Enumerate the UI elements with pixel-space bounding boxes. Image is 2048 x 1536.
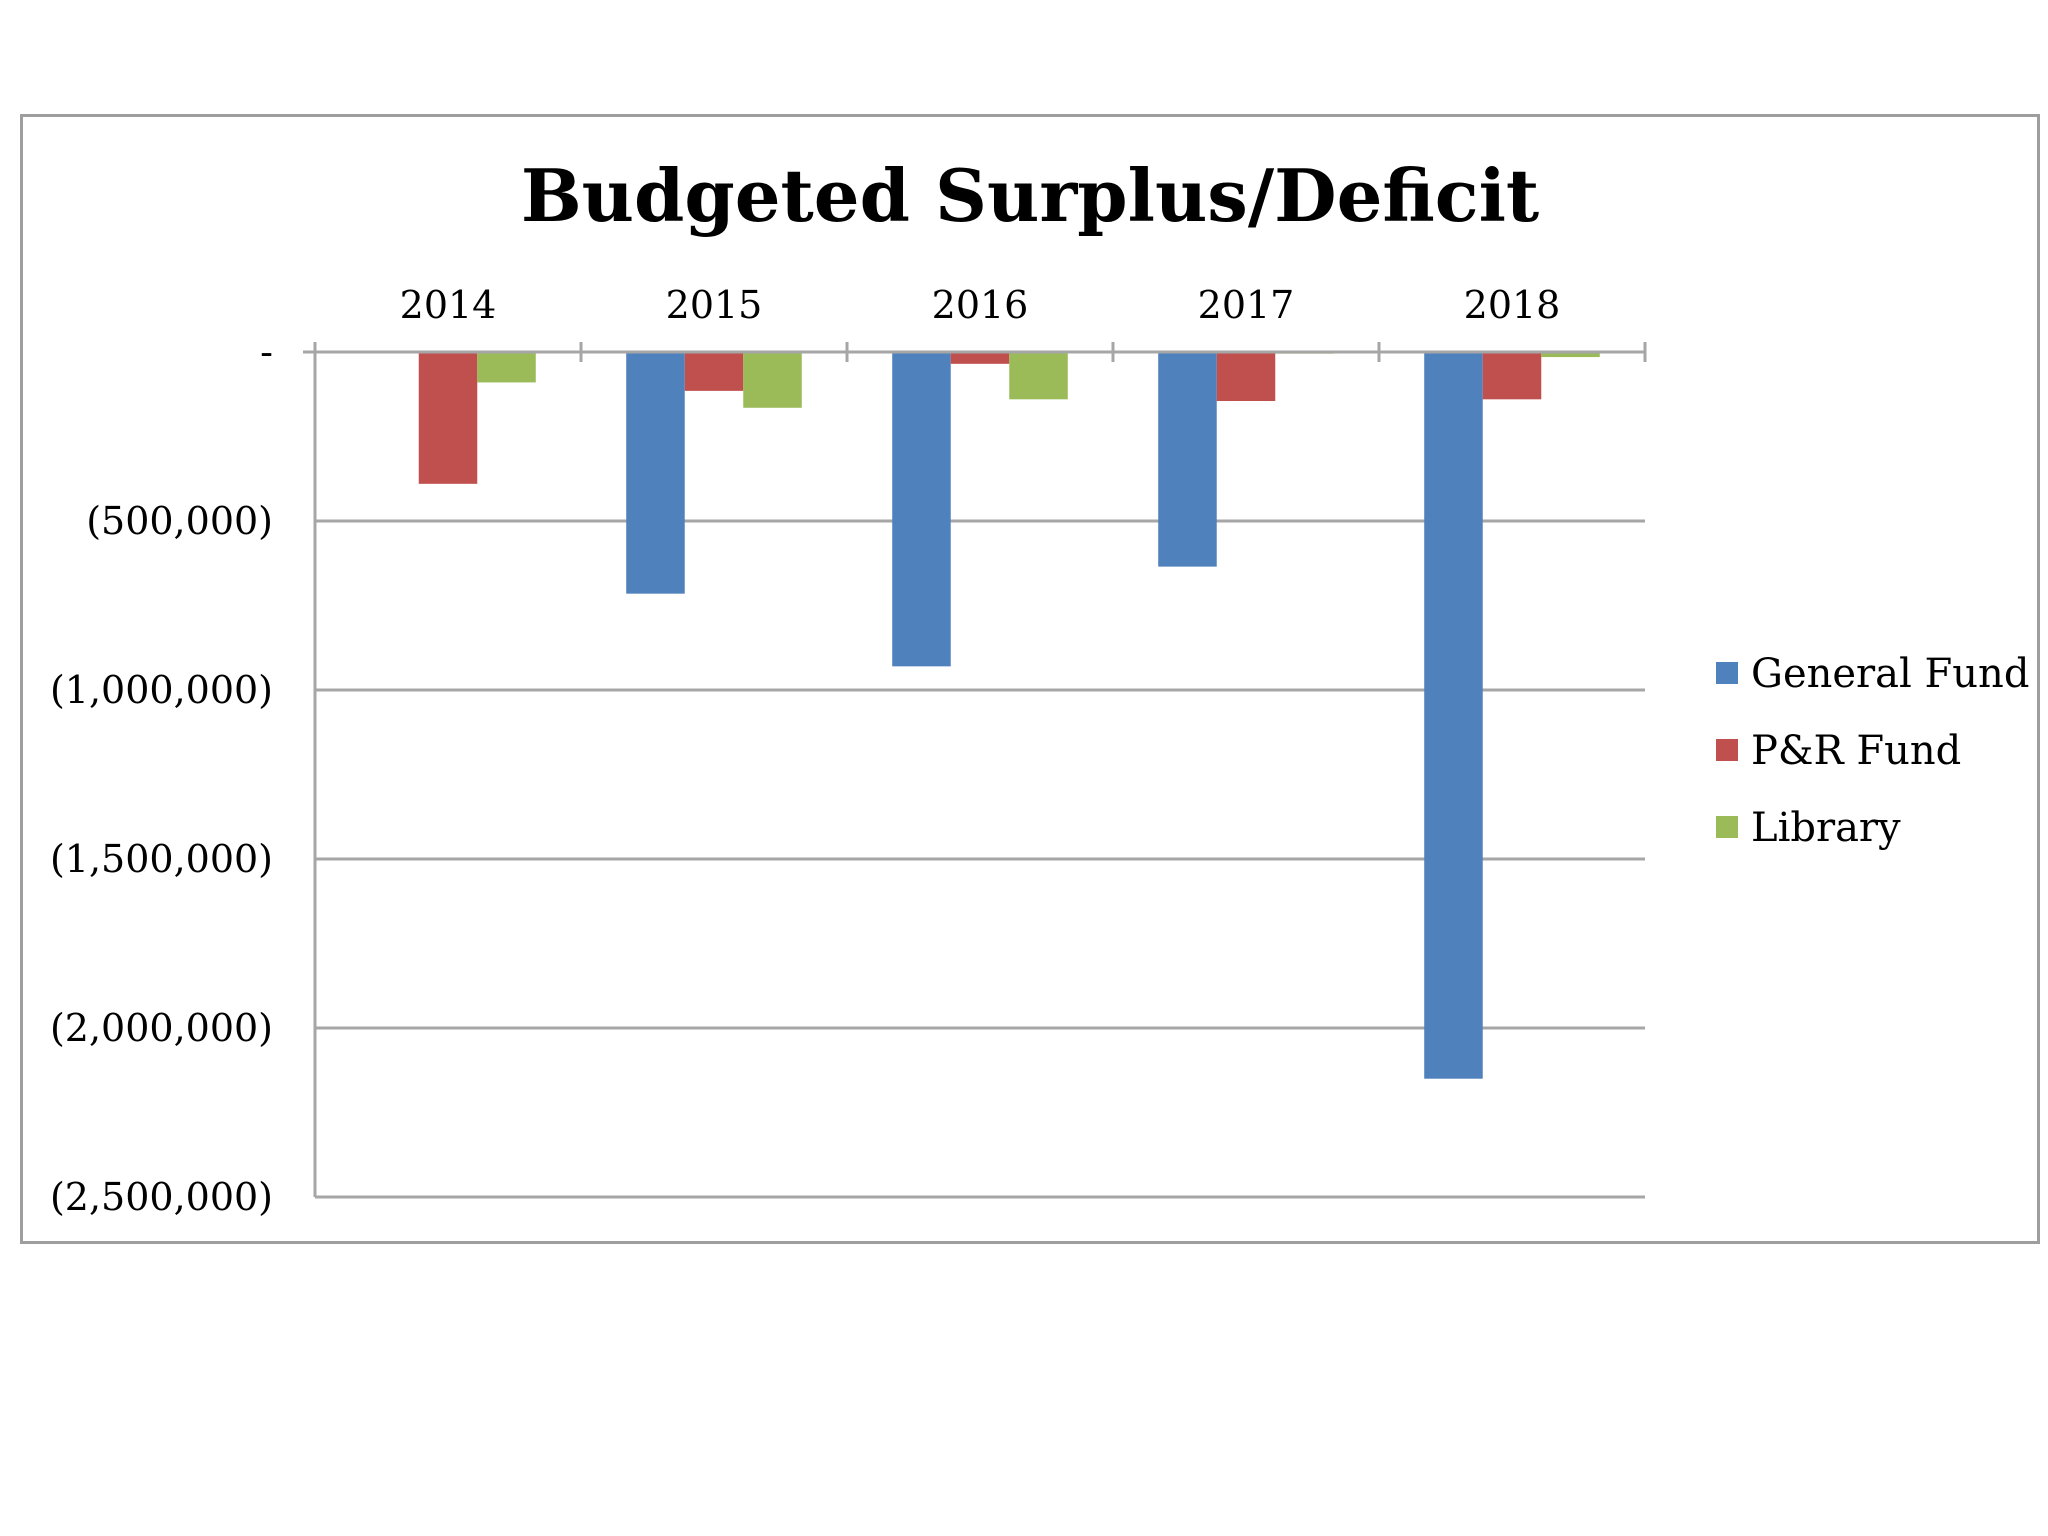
bar-p-r-fund-2014 (418, 352, 478, 484)
bar-general-fund-2015 (626, 352, 685, 594)
x-tick-label: 2018 (1464, 283, 1561, 327)
legend-swatch-library (1716, 816, 1738, 838)
bar-general-fund-2017 (1158, 352, 1217, 567)
legend-label-p-r-fund: P&R Fund (1751, 728, 1961, 774)
gridlines (315, 519, 1645, 1199)
y-tick-label: (1,500,000) (50, 837, 273, 881)
bar-library-2014 (477, 352, 536, 383)
bar-general-fund-2018 (1424, 352, 1483, 1079)
x-tick-label: 2017 (1198, 283, 1295, 327)
y-tick-label: - (260, 330, 273, 374)
x-tick-label: 2016 (932, 283, 1029, 327)
legend-label-library: Library (1751, 805, 1901, 851)
legend-swatch-p-r-fund (1716, 739, 1738, 761)
bar-library-2018 (1541, 352, 1600, 358)
y-tick-label: (500,000) (86, 499, 273, 543)
x-tick-label: 2014 (400, 283, 497, 327)
legend-label-general-fund: General Fund (1751, 651, 2029, 697)
bars (418, 352, 1600, 1079)
legend: General Fund P&R Fund Library (1716, 651, 2029, 851)
bar-chart: Budgeted Surplus/Deficit - (500,000) (1,00… (50, 153, 2029, 1219)
y-tick-label: (2,000,000) (50, 1006, 273, 1050)
chart-frame: Budgeted Surplus/Deficit - (500,000) (1,00… (20, 114, 2040, 1244)
bar-p-r-fund-2015 (684, 352, 744, 391)
legend-swatch-general-fund (1716, 662, 1738, 684)
x-tick-label: 2015 (666, 283, 763, 327)
y-tick-label: (2,500,000) (50, 1175, 273, 1219)
y-tick-label: (1,000,000) (50, 668, 273, 712)
tick-labels: - (500,000) (1,000,000) (1,500,000) (2,000,0… (50, 283, 1560, 1219)
bar-library-2015 (743, 352, 802, 408)
bar-p-r-fund-2018 (1482, 352, 1542, 400)
bar-p-r-fund-2017 (1216, 352, 1276, 402)
bar-library-2016 (1009, 352, 1068, 400)
axes (303, 342, 1647, 1197)
bar-general-fund-2016 (892, 352, 951, 667)
chart-title: Budgeted Surplus/Deficit (521, 153, 1539, 238)
bar-p-r-fund-2016 (950, 352, 1010, 364)
